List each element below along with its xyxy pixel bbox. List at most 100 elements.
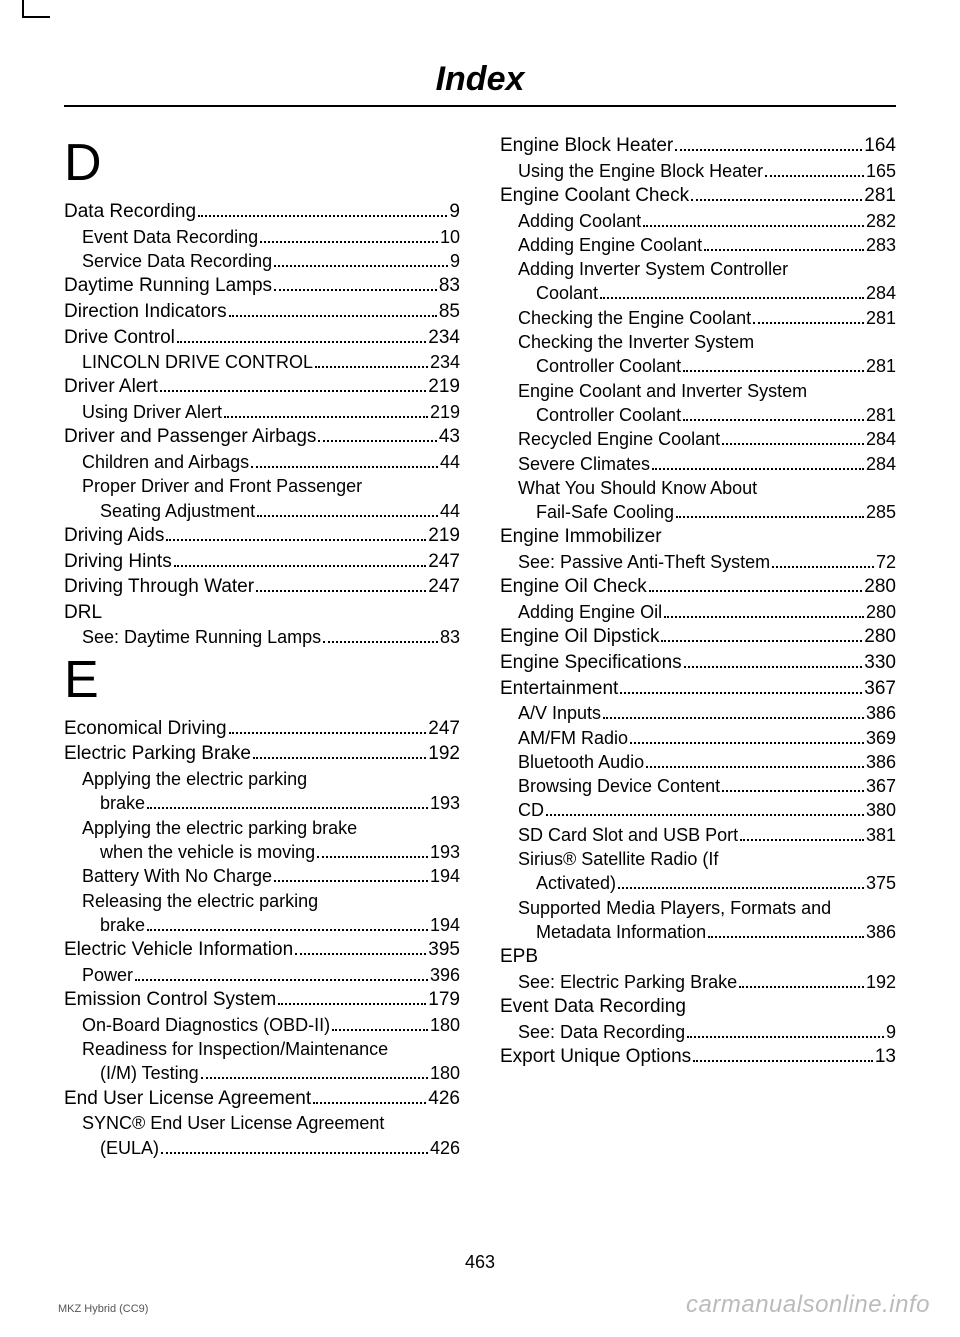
- index-page: 247: [428, 549, 460, 575]
- index-page: 386: [866, 701, 896, 725]
- index-label: Daytime Running Lamps: [64, 273, 272, 299]
- leader-dots: [274, 251, 448, 267]
- index-page: 193: [430, 791, 460, 815]
- leader-dots: [630, 727, 864, 743]
- index-entry: Fail-Safe Cooling285: [500, 500, 896, 524]
- index-label: See: Electric Parking Brake: [518, 970, 737, 994]
- index-wrap-line: Engine Coolant and Inverter System: [500, 379, 896, 403]
- index-entry: LINCOLN DRIVE CONTROL234: [64, 350, 460, 374]
- index-label: Seating Adjustment: [100, 499, 255, 523]
- index-label: A/V Inputs: [518, 701, 601, 725]
- index-entry: Data Recording9: [64, 199, 460, 225]
- index-entry: Engine Block Heater164: [500, 133, 896, 159]
- index-label: Service Data Recording: [82, 249, 272, 273]
- index-page: 194: [430, 913, 460, 937]
- leader-dots: [295, 938, 426, 955]
- index-page: 396: [430, 963, 460, 987]
- leader-dots: [274, 866, 428, 882]
- index-page: 85: [439, 299, 460, 325]
- index-label: Engine Oil Check: [500, 574, 647, 600]
- index-entry: Electric Parking Brake192: [64, 741, 460, 767]
- index-page: 283: [866, 233, 896, 257]
- index-label: See: Data Recording: [518, 1020, 685, 1044]
- index-page: 280: [864, 624, 896, 650]
- index-label: Driving Aids: [64, 523, 164, 549]
- index-entry: brake193: [64, 791, 460, 815]
- leader-dots: [274, 274, 437, 291]
- index-label: Drive Control: [64, 325, 175, 351]
- leader-dots: [649, 575, 863, 592]
- index-label: AM/FM Radio: [518, 726, 628, 750]
- index-label: On-Board Diagnostics (OBD-II): [82, 1013, 330, 1037]
- index-page: 281: [866, 306, 896, 330]
- index-page: 281: [864, 183, 896, 209]
- leader-dots: [253, 742, 426, 759]
- leader-dots: [224, 402, 428, 418]
- index-page: 9: [449, 199, 460, 225]
- leader-dots: [147, 793, 428, 809]
- page-number: 463: [0, 1252, 960, 1273]
- index-entry: Adding Engine Oil280: [500, 600, 896, 624]
- index-wrap-line: What You Should Know About: [500, 476, 896, 500]
- index-entry: Direction Indicators85: [64, 299, 460, 325]
- index-label: See: Passive Anti-Theft System: [518, 550, 770, 574]
- index-entry: AM/FM Radio 369: [500, 726, 896, 750]
- leader-dots: [740, 825, 864, 841]
- left-column: DData Recording9Event Data Recording10Se…: [64, 133, 460, 1160]
- index-page: 165: [866, 159, 896, 183]
- index-wrap-line: Event Data Recording: [500, 994, 896, 1020]
- index-wrap-line: Releasing the electric parking: [64, 889, 460, 913]
- index-label: Controller Coolant: [536, 403, 681, 427]
- leader-dots: [160, 375, 426, 392]
- index-entry: Service Data Recording 9: [64, 249, 460, 273]
- leader-dots: [174, 549, 427, 566]
- index-label: Metadata Information: [536, 920, 706, 944]
- index-entry: Driving Aids219: [64, 523, 460, 549]
- index-page: 194: [430, 864, 460, 888]
- leader-dots: [618, 873, 864, 889]
- section-letter: E: [64, 654, 460, 706]
- index-page: 234: [430, 350, 460, 374]
- index-page: 44: [440, 499, 460, 523]
- leader-dots: [201, 1063, 428, 1079]
- index-entry: Engine Oil Dipstick280: [500, 624, 896, 650]
- index-entry: Electric Vehicle Information395: [64, 937, 460, 963]
- index-page: 426: [428, 1086, 460, 1112]
- index-label: Using the Engine Block Heater: [518, 159, 763, 183]
- index-entry: brake194: [64, 913, 460, 937]
- index-label: Engine Specifications: [500, 650, 682, 676]
- leader-dots: [708, 922, 864, 938]
- index-entry: Economical Driving247: [64, 716, 460, 742]
- index-entry: SD Card Slot and USB Port381: [500, 823, 896, 847]
- index-label: Entertainment: [500, 676, 618, 702]
- index-label: Severe Climates: [518, 452, 650, 476]
- index-label: Adding Coolant: [518, 209, 641, 233]
- leader-dots: [753, 308, 864, 324]
- leader-dots: [546, 800, 864, 816]
- index-page: 281: [866, 354, 896, 378]
- leader-dots: [229, 717, 427, 734]
- index-wrap-line: Proper Driver and Front Passenger: [64, 474, 460, 498]
- leader-dots: [683, 405, 864, 421]
- index-columns: DData Recording9Event Data Recording10Se…: [64, 133, 896, 1160]
- index-page: 9: [450, 249, 460, 273]
- index-entry: Adding Coolant282: [500, 209, 896, 233]
- index-page: 369: [866, 726, 896, 750]
- leader-dots: [229, 300, 437, 317]
- index-page: 381: [866, 823, 896, 847]
- leader-dots: [683, 356, 864, 372]
- leader-dots: [603, 703, 864, 719]
- index-label: Checking the Engine Coolant: [518, 306, 751, 330]
- watermark: carmanualsonline.info: [686, 1291, 930, 1319]
- index-page: 426: [430, 1136, 460, 1160]
- index-label: See: Daytime Running Lamps: [82, 625, 321, 649]
- index-entry: See: Electric Parking Brake192: [500, 970, 896, 994]
- index-page: 9: [886, 1020, 896, 1044]
- index-page: 164: [864, 133, 896, 159]
- index-page: 284: [866, 452, 896, 476]
- index-entry: See: Data Recording 9: [500, 1020, 896, 1044]
- index-label: Adding Engine Oil: [518, 600, 662, 624]
- leader-dots: [646, 752, 864, 768]
- index-wrap-line: Applying the electric parking brake: [64, 816, 460, 840]
- index-label: Driver Alert: [64, 374, 158, 400]
